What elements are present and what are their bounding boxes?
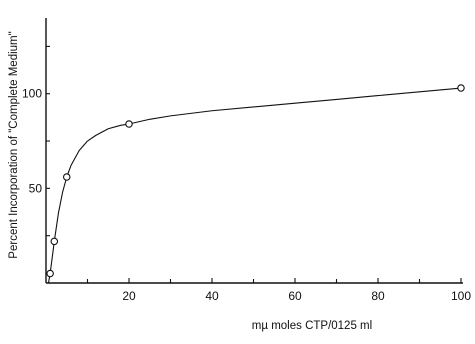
axes (45, 18, 463, 284)
data-point (62, 173, 71, 181)
data-point (457, 84, 465, 92)
tick-labels: 20 40 60 80 100 50 100 (22, 87, 471, 303)
fit-curve-layer (47, 87, 462, 284)
fit-curve-line (47, 87, 462, 284)
data-point (46, 269, 54, 278)
y-axis-title: Percent Incorporation of "Complete Mediu… (8, 31, 20, 258)
x-tick-label: 40 (205, 289, 219, 303)
x-tick-label: 20 (122, 289, 136, 303)
y-tick-label: 50 (29, 181, 43, 195)
data-points (46, 84, 465, 278)
x-tick-label: 80 (371, 289, 385, 303)
y-tick-label: 100 (22, 87, 42, 101)
x-axis-title: mµ moles CTP/0125 ml (252, 320, 372, 332)
x-tick-label: 60 (288, 289, 302, 303)
x-tick-label: 100 (451, 289, 471, 303)
data-point (125, 120, 133, 128)
data-point (50, 237, 59, 246)
